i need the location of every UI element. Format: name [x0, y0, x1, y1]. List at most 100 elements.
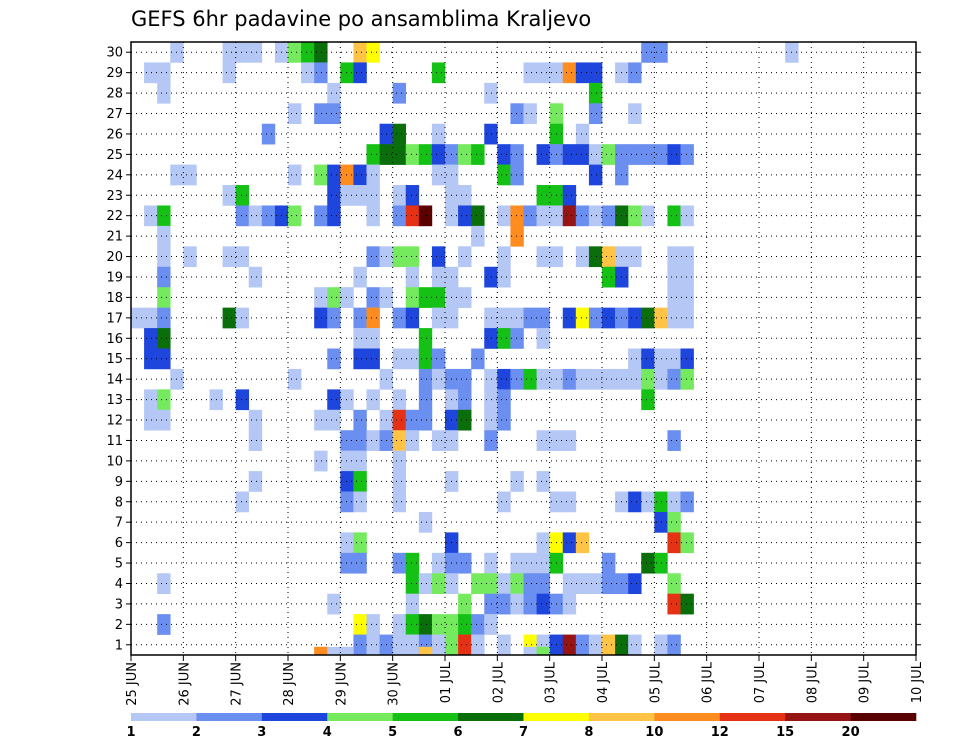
heatmap-cell — [484, 573, 498, 594]
heatmap-cell — [405, 552, 420, 574]
heatmap-cell — [340, 430, 354, 451]
heatmap-cell — [144, 409, 158, 431]
heatmap-cell — [497, 328, 511, 349]
colorbar-label: 4 — [323, 725, 332, 740]
heatmap-cell — [510, 552, 524, 574]
heatmap-cell — [471, 634, 485, 656]
heatmap-cell — [562, 185, 577, 206]
heatmap-cell — [523, 307, 537, 329]
heatmap-cell — [405, 593, 420, 615]
heatmap-cell — [471, 348, 485, 370]
heatmap-cell — [144, 348, 158, 370]
heatmap-cell — [484, 552, 498, 574]
heatmap-cell — [588, 164, 603, 186]
heatmap-cell — [523, 573, 537, 594]
heatmap-cell — [392, 614, 407, 635]
x-tick-label: 07 JUL — [753, 661, 768, 703]
heatmap-cell — [536, 144, 550, 165]
heatmap-cell — [327, 307, 341, 329]
y-tick-label: 7 — [115, 516, 123, 531]
heatmap-cell — [366, 42, 380, 63]
heatmap-cell — [510, 103, 524, 125]
heatmap-cell — [366, 614, 380, 635]
heatmap-cell — [183, 164, 197, 186]
heatmap-cell — [353, 348, 367, 370]
heatmap-cell — [366, 205, 380, 227]
heatmap-cell — [157, 225, 171, 247]
y-tick-label: 1 — [115, 638, 123, 653]
heatmap-cell — [314, 409, 328, 431]
heatmap-cell — [327, 164, 341, 186]
colorbar-swatch — [131, 713, 197, 721]
heatmap-cell — [366, 246, 380, 268]
heatmap-cell — [523, 552, 537, 574]
heatmap-cell — [405, 185, 420, 206]
heatmap-cell — [667, 573, 681, 594]
heatmap-cell — [314, 287, 328, 308]
heatmap-cell — [602, 368, 616, 390]
heatmap-cell — [144, 389, 158, 411]
x-tick-label: 03 JUL — [544, 661, 559, 703]
x-axis: 25 JUN 26 JUN 27 JUN 28 JUN 29 JUN 30 JUN 01 J… — [125, 655, 925, 706]
colorbar-swatch — [261, 713, 328, 721]
heatmap-cell — [392, 82, 407, 104]
heatmap-cell — [484, 430, 498, 451]
heatmap-cell — [484, 266, 498, 288]
heatmap-cell — [157, 409, 171, 431]
y-tick-label: 21 — [106, 230, 123, 245]
heatmap-cell — [314, 205, 328, 227]
heatmap-cell — [431, 287, 446, 308]
heatmap-cell — [667, 205, 681, 227]
heatmap-cell — [418, 348, 433, 370]
heatmap-cell — [575, 62, 590, 84]
heatmap-cell — [471, 614, 485, 635]
heatmap-cell — [418, 368, 433, 390]
colorbar-swatch — [785, 713, 851, 721]
colorbar-swatch — [523, 713, 590, 721]
heatmap-cell — [667, 430, 681, 451]
heatmap-cell — [510, 225, 524, 247]
y-tick-label: 16 — [106, 332, 123, 347]
heatmap-cell — [288, 103, 302, 125]
heatmap-cell — [405, 287, 420, 308]
colorbar-label: 7 — [519, 725, 528, 740]
heatmap-cell — [667, 634, 681, 656]
heatmap-cell — [628, 368, 642, 390]
heatmap-cell — [562, 144, 577, 165]
heatmap-cell — [562, 573, 577, 594]
colorbar-label: 8 — [584, 725, 593, 740]
heatmap-cell — [497, 389, 511, 411]
heatmap-cell — [405, 246, 420, 268]
x-tick-label: 30 JUN — [387, 662, 402, 706]
heatmap-cell — [536, 646, 550, 656]
colorbar-swatch — [196, 713, 263, 721]
heatmap-cell — [288, 42, 302, 63]
x-tick-label: 05 JUL — [648, 661, 663, 703]
y-tick-label: 30 — [106, 46, 123, 61]
heatmap-cell — [641, 144, 655, 165]
heatmap-cell — [628, 205, 642, 227]
heatmap-cell — [340, 164, 354, 186]
plot-frame — [130, 41, 917, 656]
heatmap-cell — [392, 389, 407, 411]
heatmap-cell — [157, 389, 171, 411]
heatmap-cell — [628, 144, 642, 165]
heatmap-cell — [562, 205, 577, 227]
heatmap-cell — [523, 103, 537, 125]
heatmap-cell — [366, 389, 380, 411]
heatmap-cell — [301, 62, 315, 84]
heatmap-cell — [431, 164, 446, 186]
heatmap-cell — [314, 103, 328, 125]
heatmap-cell — [418, 328, 433, 349]
heatmap-cell — [353, 409, 367, 431]
heatmap-cell — [458, 246, 472, 268]
heatmap-cell — [497, 164, 511, 186]
heatmap-cell — [510, 328, 524, 349]
heatmap-cell — [366, 348, 380, 370]
heatmap-cell — [458, 634, 472, 656]
heatmap-cell — [327, 287, 341, 308]
heatmap-cell — [431, 368, 446, 390]
heatmap-cell — [667, 266, 681, 288]
heatmap-cell — [340, 185, 354, 206]
y-tick-label: 26 — [106, 127, 123, 142]
